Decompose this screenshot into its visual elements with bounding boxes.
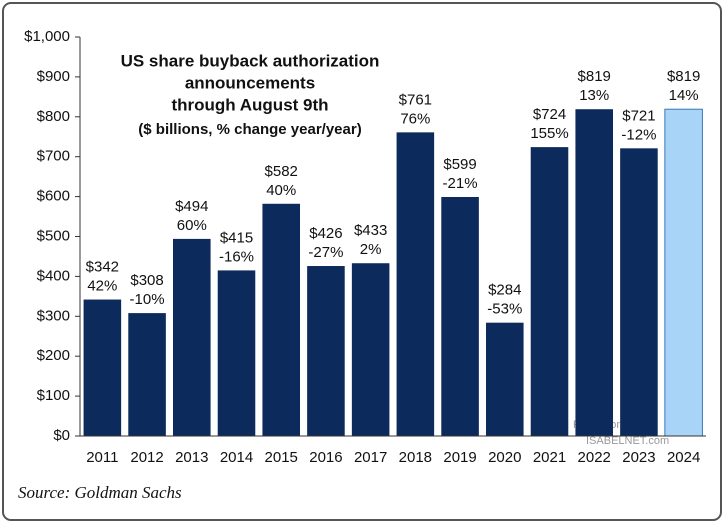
watermark: ISABELNET.com xyxy=(586,435,669,447)
x-tick-label: 2020 xyxy=(488,449,521,466)
title-line: ($ billions, % change year/year) xyxy=(138,121,361,138)
change-label: 42% xyxy=(87,278,117,295)
change-label: 2% xyxy=(360,241,382,258)
bar xyxy=(217,270,256,436)
bar xyxy=(620,148,658,437)
x-tick-label: 2011 xyxy=(86,449,118,466)
source: Source: Goldman Sachs xyxy=(18,483,182,502)
value-label: $284 xyxy=(488,282,521,299)
y-tick-label: $0 xyxy=(53,427,70,444)
change-label: 13% xyxy=(579,87,609,104)
x-tick-label: 2022 xyxy=(578,449,611,466)
x-tick-label: 2019 xyxy=(443,449,476,466)
change-label: -10% xyxy=(130,291,165,308)
change-label: -27% xyxy=(308,244,343,261)
title-line: announcements xyxy=(185,73,315,92)
value-label: $415 xyxy=(220,229,253,246)
y-tick-label: $600 xyxy=(37,188,70,205)
bar xyxy=(128,313,166,436)
x-tick-label: 2015 xyxy=(265,449,298,466)
value-label: $342 xyxy=(86,259,119,276)
x-tick-label: 2016 xyxy=(309,449,342,466)
bar xyxy=(486,322,524,436)
x-tick-label: 2014 xyxy=(220,449,253,466)
y-tick-label: $900 xyxy=(37,68,70,85)
y-tick-label: $800 xyxy=(37,108,70,125)
title-line: US share buyback authorization xyxy=(121,51,380,70)
value-label: $724 xyxy=(533,106,566,123)
x-tick-label: 2012 xyxy=(130,449,163,466)
value-label: $721 xyxy=(622,107,655,124)
bar xyxy=(396,132,435,436)
y-tick-label: $300 xyxy=(37,307,70,324)
change-label: -12% xyxy=(621,126,656,143)
y-tick-label: $400 xyxy=(37,267,70,284)
x-tick-label: 2017 xyxy=(354,449,387,466)
y-tick-label: $200 xyxy=(37,347,70,364)
change-label: 40% xyxy=(266,182,296,199)
x-tick-label: 2013 xyxy=(175,449,208,466)
value-label: $819 xyxy=(578,68,611,85)
bar xyxy=(173,238,211,436)
value-label: $599 xyxy=(443,156,476,173)
bar xyxy=(664,108,703,437)
bar xyxy=(441,196,479,436)
value-label: $582 xyxy=(265,163,298,180)
bar xyxy=(307,266,345,436)
value-label: $426 xyxy=(309,225,342,242)
change-label: -16% xyxy=(219,248,254,265)
value-label: $761 xyxy=(399,91,432,108)
change-label: 76% xyxy=(400,110,430,127)
change-label: 155% xyxy=(530,125,568,142)
y-tick-label: $1,000 xyxy=(24,28,70,45)
change-label: 14% xyxy=(669,87,699,104)
x-tick-label: 2018 xyxy=(399,449,432,466)
y-tick-label: $700 xyxy=(37,148,70,165)
bar xyxy=(83,299,122,436)
title-line: through August 9th xyxy=(171,95,328,114)
bar xyxy=(530,147,569,436)
y-tick-label: $500 xyxy=(37,227,70,244)
value-label: $308 xyxy=(130,272,163,289)
bar xyxy=(262,203,300,436)
change-label: 60% xyxy=(177,217,207,234)
value-label: $819 xyxy=(667,68,700,85)
value-label: $433 xyxy=(354,222,387,239)
title: US share buyback authorization announceme… xyxy=(121,51,380,137)
bar xyxy=(575,109,613,437)
value-label: $494 xyxy=(175,198,208,215)
x-tick-label: 2021 xyxy=(533,449,566,466)
x-tick-label: 2023 xyxy=(622,449,655,466)
y-tick-label: $100 xyxy=(37,387,70,404)
x-tick-label: 2024 xyxy=(667,449,700,466)
change-label: -53% xyxy=(487,301,522,318)
bar xyxy=(351,263,390,436)
change-label: -21% xyxy=(443,175,478,192)
